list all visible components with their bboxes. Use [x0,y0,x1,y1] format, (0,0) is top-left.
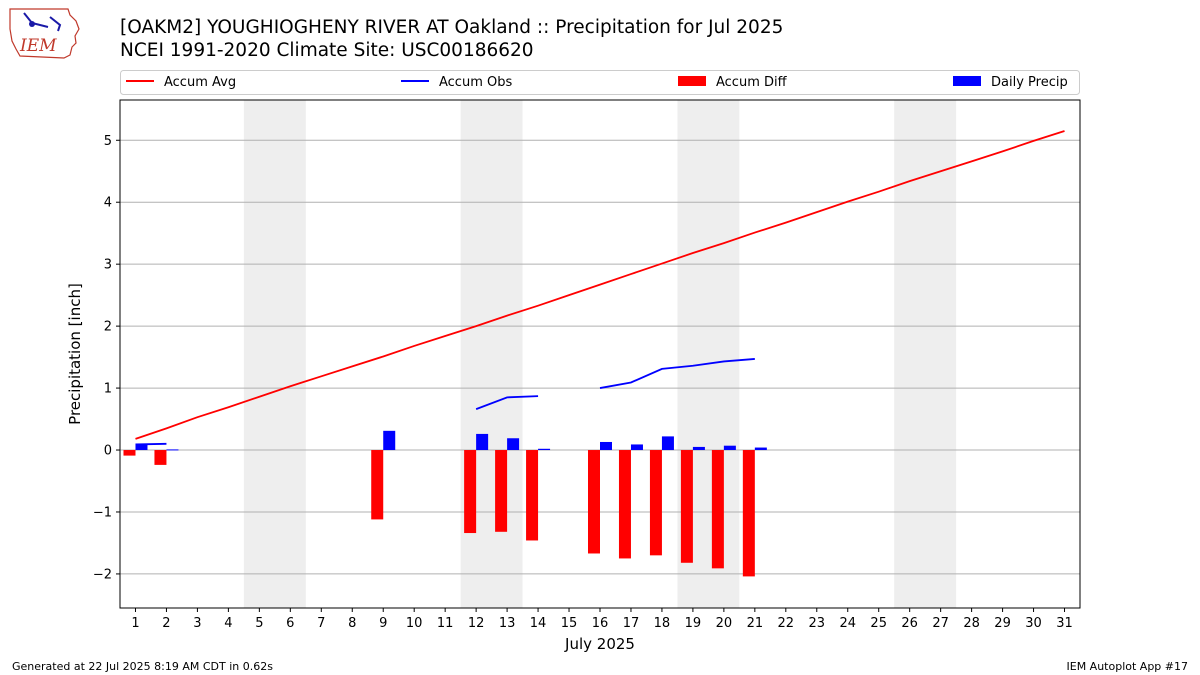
x-tick-label: 28 [963,616,980,631]
x-tick-label: 11 [437,616,454,631]
legend-entry-3: Daily Precip [991,75,1068,90]
accum-diff-bar-day-2 [154,450,167,465]
daily-precip-bar-day-14 [538,448,551,451]
accum-diff-bar-day-21 [742,450,755,577]
weekend-band-0 [243,100,306,608]
x-tick-label: 9 [379,616,387,631]
legend-entry-1: Accum Obs [439,75,512,90]
x-tick-label: 25 [870,616,887,631]
x-axis-label: July 2025 [564,635,635,653]
daily-precip-bar-day-12 [476,433,489,451]
x-tick-label: 20 [716,616,733,631]
x-tick-label: 17 [623,616,640,631]
daily-precip-bar-day-20 [723,445,736,451]
daily-precip-bar-day-19 [692,446,705,451]
logo-text: IEM [19,36,57,56]
daily-precip-bar-day-2 [166,449,179,451]
chart-legend: Accum Avg Accum Obs Accum Diff Daily Precip [120,70,1080,95]
y-axis-label: Precipitation [inch] [66,283,84,425]
accum-avg-line [135,130,1065,440]
chart-title: [OAKM2] YOUGHIOGHENY RIVER AT Oakland ::… [120,17,784,38]
iem-logo: IEM [9,8,80,59]
legend-swatch-2 [678,76,706,86]
x-tick-label: 27 [932,616,949,631]
x-tick-label: 6 [286,616,294,631]
x-tick-label: 16 [592,616,609,631]
daily-precip-bar-day-17 [630,444,643,451]
chart-subtitle: NCEI 1991-2020 Climate Site: USC00186620 [120,40,534,61]
x-tick-label: 15 [561,616,578,631]
x-tick-label: 23 [809,616,826,631]
daily-precip-bar-day-9 [383,430,396,451]
x-tick-label: 2 [162,616,170,631]
x-tick-label: 13 [499,616,516,631]
x-tick-label: 12 [468,616,485,631]
x-tick-label: 10 [406,616,423,631]
x-tick-label: 3 [193,616,201,631]
accum-obs-line-segment-2 [599,358,755,389]
x-tick-label: 4 [224,616,232,631]
x-tick-label: 29 [994,616,1011,631]
legend-box [120,70,1080,95]
y-tick-label: 5 [104,134,112,149]
iowa-outline-icon [9,8,80,59]
daily-precip-bar-day-1 [135,444,148,451]
plot-frame [119,99,1081,609]
daily-precip-bar-day-21 [754,447,767,451]
daily-precip-bar-day-13 [507,438,520,451]
accum-diff-bar-day-18 [649,450,662,556]
y-tick-label: −2 [93,567,112,582]
accum-diff-bar-day-19 [680,450,693,563]
x-tick-label: 30 [1025,616,1042,631]
x-tick-label: 22 [778,616,795,631]
x-tick-label: 21 [747,616,764,631]
daily-precip-bar-day-18 [661,436,674,451]
x-tick-label: 19 [685,616,702,631]
footer-generated: Generated at 22 Jul 2025 8:19 AM CDT in … [12,660,273,673]
x-tick-label: 31 [1056,616,1073,631]
weekend-band-3 [894,100,957,608]
accum-diff-bar-day-20 [711,450,724,569]
accum-diff-bar-day-14 [526,450,539,541]
x-tick-label: 26 [901,616,918,631]
legend-entry-0: Accum Avg [164,75,236,90]
accum-diff-bar-day-17 [618,450,631,559]
accum-diff-bar-day-13 [495,450,508,532]
x-tick-label: 8 [348,616,356,631]
y-tick-label: 4 [104,196,112,211]
accum-diff-bar-day-9 [371,450,384,520]
y-tick-label: −1 [93,505,112,520]
accum-obs-line-segment-0 [135,442,167,446]
accum-obs-line-segment-1 [475,395,539,410]
y-tick-label: 0 [104,444,112,459]
footer-app: IEM Autoplot App #17 [1066,660,1189,673]
legend-entry-2: Accum Diff [716,75,788,90]
y-tick-label: 1 [104,382,112,397]
x-tick-label: 24 [839,616,856,631]
accum-diff-bar-day-1 [123,450,136,456]
accum-diff-bar-day-12 [464,450,477,534]
x-tick-label: 14 [530,616,547,631]
y-tick-label: 3 [104,258,112,273]
legend-swatch-3 [953,76,981,86]
daily-precip-bar-day-16 [600,441,612,451]
accum-diff-bar-day-16 [588,450,600,554]
x-tick-label: 5 [255,616,263,631]
x-tick-label: 18 [654,616,671,631]
x-tick-label: 1 [131,616,139,631]
x-tick-label: 7 [317,616,325,631]
y-tick-label: 2 [104,320,112,335]
